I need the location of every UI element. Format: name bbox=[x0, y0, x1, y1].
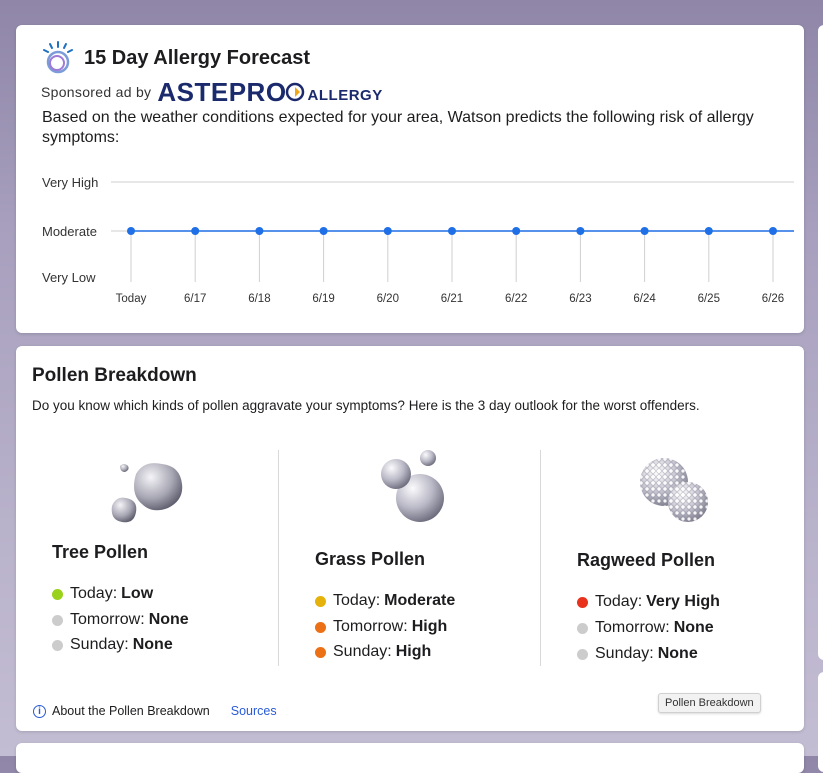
pollen-forecast-row: Today: Low bbox=[52, 585, 153, 603]
pollen-forecast-row: Sunday: None bbox=[577, 645, 698, 663]
side-card-bottom bbox=[818, 672, 823, 772]
next-card bbox=[16, 743, 804, 773]
pollen-forecast-row: Sunday: High bbox=[315, 643, 431, 661]
level-value: None bbox=[657, 645, 698, 662]
x-tick-label: 6/17 bbox=[184, 293, 206, 305]
pollen-name: Grass Pollen bbox=[315, 549, 426, 569]
level-dot bbox=[315, 646, 326, 658]
pollen-name: Tree Pollen bbox=[52, 542, 149, 562]
level-value: Very High bbox=[646, 593, 720, 610]
level-value: Moderate bbox=[384, 592, 456, 609]
allergy-forecast-card: 15 Day Allergy Forecast Sponsored ad by … bbox=[16, 25, 804, 333]
x-tick-label: Today bbox=[116, 293, 147, 305]
data-point bbox=[448, 227, 456, 235]
column-divider bbox=[278, 450, 279, 666]
level-dot bbox=[315, 621, 326, 633]
sponsored-label: Sponsored ad by bbox=[41, 84, 152, 100]
day-label: Today: bbox=[595, 593, 643, 610]
level-value: None bbox=[673, 619, 714, 636]
about-row: i About the Pollen Breakdown Sources bbox=[33, 704, 277, 718]
data-point bbox=[319, 227, 328, 235]
grass-pollen-icon bbox=[381, 450, 444, 522]
level-dot bbox=[577, 648, 588, 660]
pollen-breakdown-card: Pollen Breakdown Do you know which kinds… bbox=[16, 346, 804, 731]
data-point bbox=[640, 227, 649, 235]
pollen-forecast-row: Today: Moderate bbox=[315, 592, 455, 610]
brand-mark-icon bbox=[285, 82, 304, 102]
day-label: Tomorrow: bbox=[70, 611, 145, 628]
level-dot bbox=[577, 596, 588, 608]
day-label: Sunday: bbox=[595, 645, 654, 662]
forecast-description: Based on the weather conditions expected… bbox=[42, 109, 754, 146]
day-label: Sunday: bbox=[333, 643, 392, 660]
data-point bbox=[191, 227, 200, 235]
info-icon[interactable]: i bbox=[33, 704, 46, 718]
level-value: High bbox=[395, 643, 432, 660]
day-label: Tomorrow: bbox=[333, 618, 408, 635]
x-tick-label: 6/22 bbox=[505, 293, 527, 305]
pollen-forecast-row: Today: Very High bbox=[577, 593, 720, 611]
x-tick-label: 6/20 bbox=[377, 293, 399, 305]
y-tick-label: Moderate bbox=[42, 224, 97, 239]
pollen-forecast-row: Tomorrow: None bbox=[577, 619, 714, 637]
data-point bbox=[769, 227, 777, 235]
pollen-name: Ragweed Pollen bbox=[577, 550, 716, 570]
level-dot bbox=[52, 639, 63, 651]
x-tick-label: 6/21 bbox=[441, 293, 463, 305]
column-divider bbox=[540, 450, 541, 666]
level-value: Low bbox=[121, 585, 154, 602]
sources-link[interactable]: Sources bbox=[230, 704, 277, 718]
brand-logo[interactable]: ASTEPRO bbox=[157, 77, 287, 107]
pollen-breakdown-title: Pollen Breakdown bbox=[32, 365, 197, 386]
side-card-top bbox=[818, 25, 823, 660]
y-tick-label: Very Low bbox=[42, 270, 96, 285]
about-pollen-breakdown-link[interactable]: About the Pollen Breakdown bbox=[52, 704, 210, 718]
day-label: Tomorrow: bbox=[595, 619, 670, 636]
day-label: Today: bbox=[70, 585, 118, 602]
forecast-title: 15 Day Allergy Forecast bbox=[84, 46, 311, 69]
forecast-chart: Very Low Moderate Very High Today 6/17 6/18 6/… bbox=[42, 175, 794, 305]
forecast-header: 15 Day Allergy Forecast bbox=[40, 41, 310, 75]
pollen-breakdown-description: Do you know which kinds of pollen aggrav… bbox=[32, 398, 700, 413]
x-tick-label: 6/24 bbox=[633, 293, 656, 305]
pollen-forecast-row: Sunday: None bbox=[52, 636, 173, 654]
level-dot bbox=[52, 614, 63, 626]
level-value: None bbox=[148, 611, 189, 628]
x-tick-label: 6/25 bbox=[698, 293, 720, 305]
watson-logo-icon bbox=[43, 41, 73, 74]
x-tick-label: 6/19 bbox=[312, 293, 334, 305]
day-label: Sunday: bbox=[70, 636, 129, 653]
data-point bbox=[576, 227, 585, 235]
x-tick-label: 6/26 bbox=[762, 293, 784, 305]
sponsor-row: Sponsored ad by ASTEPRO ALLERGY bbox=[41, 79, 383, 105]
pollen-breakdown-tooltip: Pollen Breakdown bbox=[658, 693, 761, 713]
y-tick-label: Very High bbox=[42, 175, 98, 190]
data-point bbox=[512, 227, 521, 235]
pollen-forecast-row: Tomorrow: High bbox=[315, 618, 447, 636]
data-point bbox=[127, 227, 135, 235]
ragweed-pollen-icon bbox=[640, 458, 708, 522]
brand-suffix: ALLERGY bbox=[307, 86, 383, 104]
x-tick-label: 6/18 bbox=[248, 293, 270, 305]
data-point bbox=[255, 227, 264, 235]
tree-pollen-icon bbox=[111, 463, 183, 523]
data-point bbox=[383, 227, 392, 235]
level-value: High bbox=[411, 618, 448, 635]
day-label: Today: bbox=[333, 592, 381, 609]
level-dot bbox=[577, 622, 588, 634]
data-point bbox=[704, 227, 713, 235]
x-tick-label: 6/23 bbox=[569, 293, 591, 305]
pollen-forecast-row: Tomorrow: None bbox=[52, 611, 189, 629]
level-value: None bbox=[132, 636, 173, 653]
level-dot bbox=[52, 588, 63, 600]
level-dot bbox=[315, 595, 326, 607]
